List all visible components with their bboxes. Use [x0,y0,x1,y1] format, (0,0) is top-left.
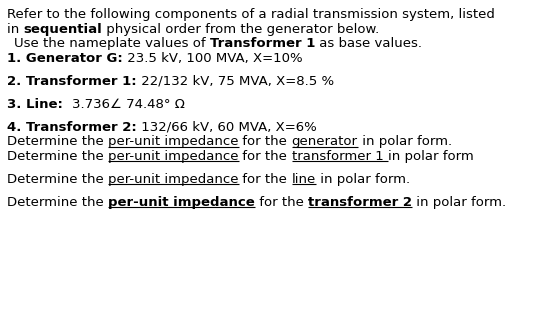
Text: per-unit impedance: per-unit impedance [108,150,238,163]
Text: 3.736∠ 74.48° Ω: 3.736∠ 74.48° Ω [72,98,185,111]
Text: in polar form.: in polar form. [412,196,506,209]
Text: Use the nameplate values of: Use the nameplate values of [14,38,210,51]
Text: for the: for the [238,150,292,163]
Text: Determine the: Determine the [7,173,108,186]
Text: transformer 1: transformer 1 [292,150,388,163]
Text: in: in [7,23,24,36]
Text: in polar form: in polar form [388,150,474,163]
Text: per-unit impedance: per-unit impedance [108,173,238,186]
Text: transformer 2: transformer 2 [308,196,412,209]
Text: Transformer 1: Transformer 1 [210,38,315,51]
Text: Refer to the following components of a radial transmission system, listed: Refer to the following components of a r… [7,8,495,21]
Text: for the: for the [255,196,308,209]
Text: per-unit impedance: per-unit impedance [108,135,238,149]
Text: in polar form.: in polar form. [358,135,452,149]
Text: line: line [292,173,316,186]
Text: 22/132 kV, 75 MVA, X=8.5 %: 22/132 kV, 75 MVA, X=8.5 % [136,75,334,88]
Text: 2. Transformer 1:: 2. Transformer 1: [7,75,136,88]
Text: generator: generator [292,135,358,149]
Text: for the: for the [238,135,292,149]
Text: Determine the: Determine the [7,196,108,209]
Text: for the: for the [238,173,292,186]
Text: as base values.: as base values. [315,38,422,51]
Text: physical order from the generator below.: physical order from the generator below. [102,23,380,36]
Text: 4. Transformer 2:: 4. Transformer 2: [7,121,137,134]
Text: Determine the: Determine the [7,150,108,163]
Text: 1. Generator G:: 1. Generator G: [7,52,123,65]
Text: Determine the: Determine the [7,135,108,149]
Text: in polar form.: in polar form. [316,173,410,186]
Text: per-unit impedance: per-unit impedance [108,196,255,209]
Text: 23.5 kV, 100 MVA, X=10%: 23.5 kV, 100 MVA, X=10% [123,52,302,65]
Text: sequential: sequential [24,23,102,36]
Text: 3. Line:: 3. Line: [7,98,72,111]
Text: 132/66 kV, 60 MVA, X=6%: 132/66 kV, 60 MVA, X=6% [137,121,316,134]
